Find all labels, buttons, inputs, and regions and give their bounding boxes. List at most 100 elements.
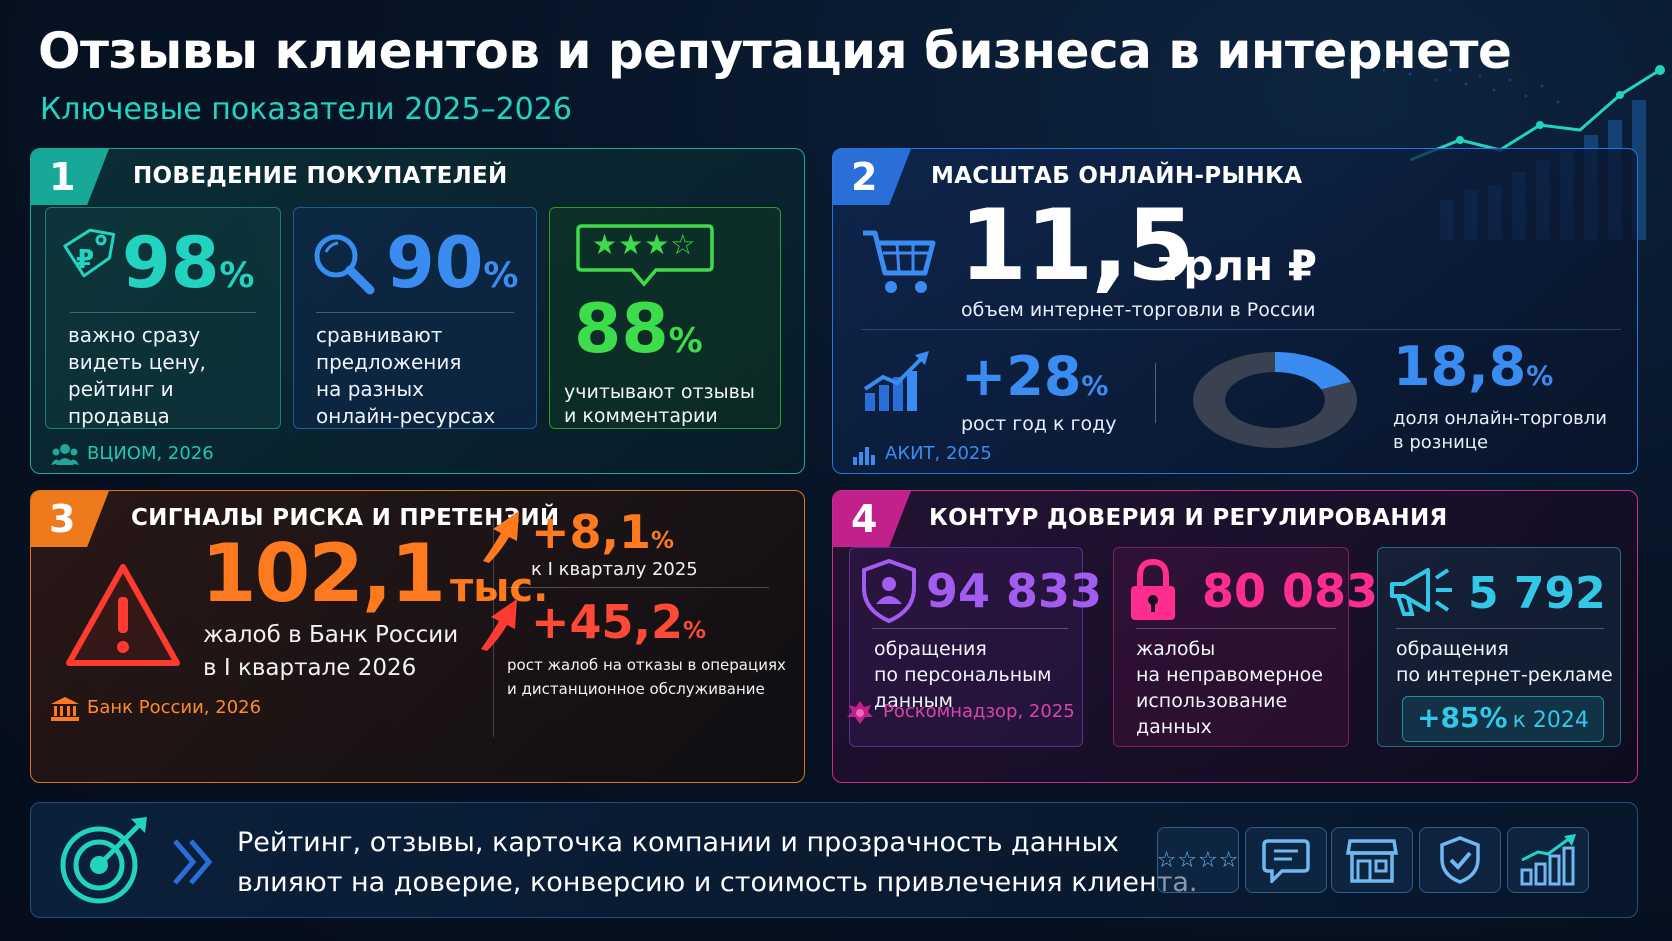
stat-card-personal-data: 94 833 обращения по персональным данным xyxy=(849,547,1102,747)
bar-growth-icon xyxy=(863,351,929,411)
panel-trust-regulation: 4 КОНТУР ДОВЕРИЯ И РЕГУЛИРОВАНИЯ 94 833 … xyxy=(832,490,1638,783)
people-icon xyxy=(51,444,79,465)
stat2-unit: % xyxy=(683,618,707,644)
stat2-number: +45,2 xyxy=(531,595,684,649)
summary-line: Рейтинг, отзывы, карточка компании и про… xyxy=(237,827,1119,858)
desc-line: по интернет-рекламе xyxy=(1396,664,1613,686)
stat2-value: +45,2% xyxy=(531,595,706,649)
growth-badge: +85% к 2024 xyxy=(1402,696,1604,742)
donut-remainder-slice xyxy=(1193,352,1357,448)
stars-icon: ☆☆☆☆ xyxy=(1157,827,1239,893)
share-number: 18,8 xyxy=(1393,335,1527,398)
growth-chart-icon xyxy=(1507,827,1589,893)
stat-card-reviews: ★★★☆ 88% учитывают отзывы и комментарии xyxy=(549,207,781,429)
warning-icon xyxy=(66,564,180,666)
section-number: 4 xyxy=(833,491,911,547)
arrow-up-icon xyxy=(483,511,519,563)
divider xyxy=(861,329,1621,330)
complaints-description: жалоб в Банк России в I квартале 2026 xyxy=(203,619,458,685)
page-title: Отзывы клиентов и репутация бизнеса в ин… xyxy=(38,22,1512,80)
desc-line: рост жалоб на отказы в операциях xyxy=(507,656,786,674)
desc-line: жалобы xyxy=(1136,638,1216,660)
shield-check-icon xyxy=(1419,827,1501,893)
stat-description: обращения по персональным данным xyxy=(874,636,1052,714)
stat2-description: рост жалоб на отказы в операциях и диста… xyxy=(507,653,786,701)
stat-card-internet-ads: 5 792 обращения по интернет-рекламе +85%… xyxy=(1377,547,1621,747)
rating-bubble-icon xyxy=(576,224,714,287)
summary-text: Рейтинг, отзывы, карточка компании и про… xyxy=(237,823,1197,903)
desc-line: видеть цену, xyxy=(68,350,206,374)
stat-value: 5 792 xyxy=(1468,568,1606,619)
divider xyxy=(1396,628,1604,629)
stat-card-price-visibility: ₽ 98% важно сразу видеть цену, рейтинг и… xyxy=(45,207,281,429)
price-tag-icon: ₽ xyxy=(63,228,116,278)
stat1-value: +8,1% xyxy=(531,505,674,559)
badge-text: к 2024 xyxy=(1512,708,1589,733)
donut-share-slice xyxy=(1275,352,1351,390)
complaints-unit: тыс. xyxy=(450,565,549,611)
shield-person-icon xyxy=(862,558,916,624)
badge-value: +85% xyxy=(1417,701,1508,734)
stat-description: жалобы на неправомерное использование да… xyxy=(1136,636,1323,740)
padlock-icon xyxy=(1131,558,1175,620)
desc-line: по персональным xyxy=(874,664,1052,686)
stat-unit: % xyxy=(219,256,255,296)
divider xyxy=(507,587,769,588)
desc-line: важно сразу xyxy=(68,323,201,347)
arrow-up-icon xyxy=(481,599,517,651)
stat-number: 90 xyxy=(386,222,484,304)
divider xyxy=(872,628,1068,629)
source-label: АКИТ, 2025 xyxy=(885,443,992,464)
stat-value: 88% xyxy=(574,290,703,369)
share-donut-chart xyxy=(1193,352,1357,448)
section-heading: КОНТУР ДОВЕРИЯ И РЕГУЛИРОВАНИЯ xyxy=(929,505,1448,531)
desc-line: обращения xyxy=(874,638,987,660)
desc-line: в рознице xyxy=(1393,432,1489,453)
desc-line: на неправомерное xyxy=(1136,664,1323,686)
desc-line: жалоб в Банк России xyxy=(203,622,459,648)
emblem-icon xyxy=(847,701,873,724)
desc-line: на разных xyxy=(316,377,424,401)
stat-value: 80 083 xyxy=(1202,564,1379,618)
desc-line: онлайн-ресурсах xyxy=(316,404,496,428)
desc-line: данным xyxy=(874,690,953,712)
divider xyxy=(70,312,256,313)
market-volume-value: 11,5 xyxy=(959,189,1195,303)
chat-icon xyxy=(1245,827,1327,893)
divider xyxy=(316,312,514,313)
desc-line: учитывают отзывы xyxy=(564,381,755,403)
section-number: 2 xyxy=(833,149,911,205)
stat-value: 94 833 xyxy=(926,564,1103,618)
vertical-divider xyxy=(493,513,494,737)
stat-number: 88 xyxy=(574,290,669,369)
desc-line: доля онлайн-торговли xyxy=(1393,408,1607,429)
storefront-icon xyxy=(1331,827,1413,893)
magnifier-icon xyxy=(314,234,375,295)
source-label: Банк России, 2026 xyxy=(87,697,262,718)
desc-line: предложения xyxy=(316,350,462,374)
desc-line: в I квартале 2026 xyxy=(203,655,417,681)
desc-line: обращения xyxy=(1396,638,1509,660)
megaphone-icon xyxy=(1390,568,1452,616)
stat-number: 98 xyxy=(122,222,220,304)
stat-description: сравнивают предложения на разных онлайн-… xyxy=(316,322,495,430)
stat-value: 98% xyxy=(122,222,255,304)
source-label: Роскомнадзор, 2025 xyxy=(883,701,1075,722)
stat-card-compare-offers: 90% сравнивают предложения на разных онл… xyxy=(293,207,537,429)
bank-icon xyxy=(51,697,79,721)
desc-line: использование xyxy=(1136,690,1288,712)
section-number: 3 xyxy=(31,491,109,547)
double-chevron-icon xyxy=(173,839,213,885)
stat-unit: % xyxy=(668,321,703,361)
page-subtitle: Ключевые показатели 2025–2026 xyxy=(40,92,572,127)
desc-line: сравнивают xyxy=(316,323,443,347)
desc-line: данных xyxy=(1136,716,1212,738)
market-volume-unit: трлн ₽ xyxy=(1159,241,1318,290)
share-unit: % xyxy=(1526,361,1554,392)
market-volume-description: объем интернет-торговли в России xyxy=(961,299,1316,321)
growth-description: рост год к году xyxy=(961,413,1117,435)
shopping-cart-icon xyxy=(863,230,936,293)
growth-value: +28% xyxy=(961,345,1108,408)
desc-line: и комментарии xyxy=(564,405,718,427)
vertical-divider xyxy=(1155,363,1156,423)
